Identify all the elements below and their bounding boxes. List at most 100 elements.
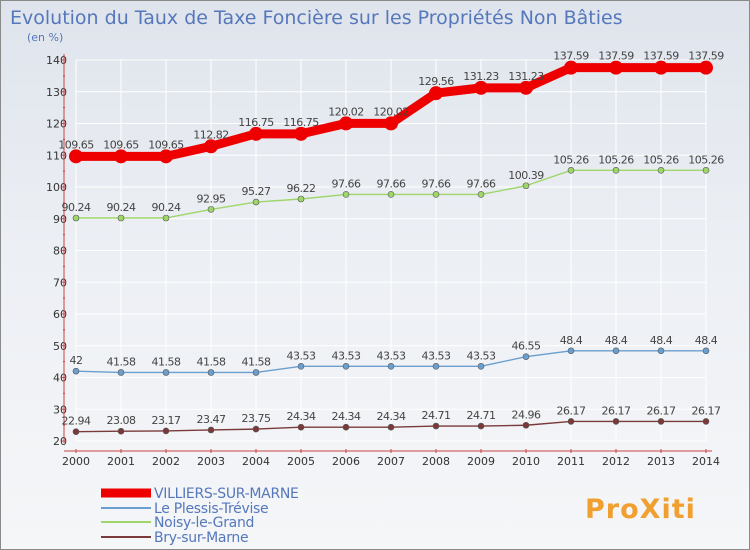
data-point bbox=[702, 166, 710, 174]
data-point bbox=[117, 214, 125, 222]
data-point bbox=[114, 149, 128, 164]
data-point bbox=[207, 369, 215, 376]
x-tick-label: 2005 bbox=[287, 455, 315, 468]
y-tick-label: 120 bbox=[46, 118, 67, 131]
data-label: 96.22 bbox=[287, 182, 316, 195]
data-label: 105.26 bbox=[553, 153, 589, 166]
data-label: 24.96 bbox=[512, 408, 541, 421]
data-point bbox=[567, 418, 575, 425]
data-label: 131.23 bbox=[508, 70, 544, 83]
data-label: 95.27 bbox=[242, 185, 271, 198]
data-label: 43.53 bbox=[377, 349, 406, 362]
data-label: 109.65 bbox=[103, 138, 139, 151]
data-label: 24.71 bbox=[422, 409, 451, 422]
data-label: 116.75 bbox=[238, 116, 274, 129]
proxiti-logo: ProXiti bbox=[585, 494, 696, 525]
data-point bbox=[657, 418, 665, 425]
data-point bbox=[612, 166, 620, 174]
data-label: 23.75 bbox=[242, 412, 271, 425]
data-label: 100.39 bbox=[508, 169, 544, 182]
data-point bbox=[477, 422, 485, 430]
legend-label: VILLIERS-SUR-MARNE bbox=[154, 486, 299, 502]
data-point bbox=[72, 367, 80, 375]
data-label: 46.55 bbox=[512, 340, 541, 353]
data-label: 43.53 bbox=[332, 349, 361, 362]
data-label: 23.08 bbox=[107, 414, 136, 427]
data-point bbox=[432, 422, 440, 430]
data-label: 48.4 bbox=[605, 334, 628, 347]
data-label: 41.58 bbox=[107, 355, 136, 368]
data-point bbox=[387, 423, 395, 431]
data-label: 116.75 bbox=[283, 116, 319, 129]
data-label: 43.53 bbox=[287, 349, 316, 362]
y-tick-label: 140 bbox=[46, 54, 67, 67]
data-label: 90.24 bbox=[152, 201, 181, 214]
data-point bbox=[342, 362, 350, 370]
data-label: 97.66 bbox=[467, 177, 496, 190]
data-point bbox=[654, 60, 668, 75]
data-label: 129.56 bbox=[418, 75, 454, 88]
data-point bbox=[477, 191, 485, 198]
data-label: 120.02 bbox=[373, 105, 409, 118]
data-label: 137.59 bbox=[643, 50, 679, 63]
data-point bbox=[384, 116, 398, 131]
data-label: 41.58 bbox=[242, 355, 271, 368]
data-label: 43.53 bbox=[422, 349, 451, 362]
y-tick-label: 130 bbox=[46, 86, 67, 99]
data-label: 23.17 bbox=[152, 414, 181, 427]
data-point bbox=[162, 427, 170, 435]
data-label: 48.4 bbox=[560, 334, 583, 347]
data-point bbox=[117, 369, 125, 376]
data-label: 41.58 bbox=[152, 355, 181, 368]
data-point bbox=[297, 362, 305, 370]
logo-text: ProXiti bbox=[585, 494, 696, 525]
data-point bbox=[612, 347, 620, 355]
data-label: 48.4 bbox=[650, 334, 673, 347]
data-point bbox=[429, 86, 443, 101]
data-point bbox=[522, 182, 530, 190]
data-label: 24.71 bbox=[467, 409, 496, 422]
data-point bbox=[252, 198, 260, 206]
chart-subtitle: (en %) bbox=[27, 31, 63, 44]
x-tick-label: 2004 bbox=[242, 455, 270, 468]
data-point bbox=[252, 425, 260, 433]
data-point bbox=[69, 149, 83, 164]
data-point bbox=[387, 191, 395, 198]
data-label: 26.17 bbox=[602, 404, 631, 417]
data-label: 23.47 bbox=[197, 413, 226, 426]
data-label: 97.66 bbox=[422, 177, 451, 190]
x-tick-label: 2011 bbox=[557, 455, 585, 468]
y-tick-label: 110 bbox=[46, 149, 67, 162]
x-tick-label: 2002 bbox=[152, 455, 180, 468]
data-labels: 109.65 109.65 109.65 112.82 116.75 116.75 120.… bbox=[58, 50, 724, 428]
data-point bbox=[294, 126, 308, 141]
data-label: 97.66 bbox=[377, 177, 406, 190]
data-point bbox=[252, 369, 260, 376]
data-point bbox=[72, 428, 80, 435]
x-tick-label: 2012 bbox=[602, 455, 630, 468]
legend-label: Noisy-le-Grand bbox=[154, 515, 254, 531]
data-point bbox=[567, 347, 575, 355]
data-label: 26.17 bbox=[692, 404, 721, 417]
data-label: 137.59 bbox=[688, 50, 724, 63]
data-label: 137.59 bbox=[553, 50, 589, 63]
x-tick-label: 2008 bbox=[422, 455, 450, 468]
data-point bbox=[297, 423, 305, 431]
legend-label: Le Plessis-Trévise bbox=[154, 501, 268, 517]
data-label: 43.53 bbox=[467, 349, 496, 362]
data-point bbox=[612, 418, 620, 425]
data-label: 120.02 bbox=[328, 105, 364, 118]
legend-label: Bry-sur-Marne bbox=[154, 530, 248, 546]
data-label: 26.17 bbox=[647, 404, 676, 417]
data-point bbox=[519, 80, 533, 95]
data-label: 41.58 bbox=[197, 355, 226, 368]
data-point bbox=[474, 80, 488, 95]
x-tick-label: 2001 bbox=[107, 455, 135, 468]
x-tick-label: 2007 bbox=[377, 455, 405, 468]
x-tick-label: 2009 bbox=[467, 455, 495, 468]
x-tick-label: 2000 bbox=[62, 455, 90, 468]
x-tick-label: 2013 bbox=[647, 455, 675, 468]
